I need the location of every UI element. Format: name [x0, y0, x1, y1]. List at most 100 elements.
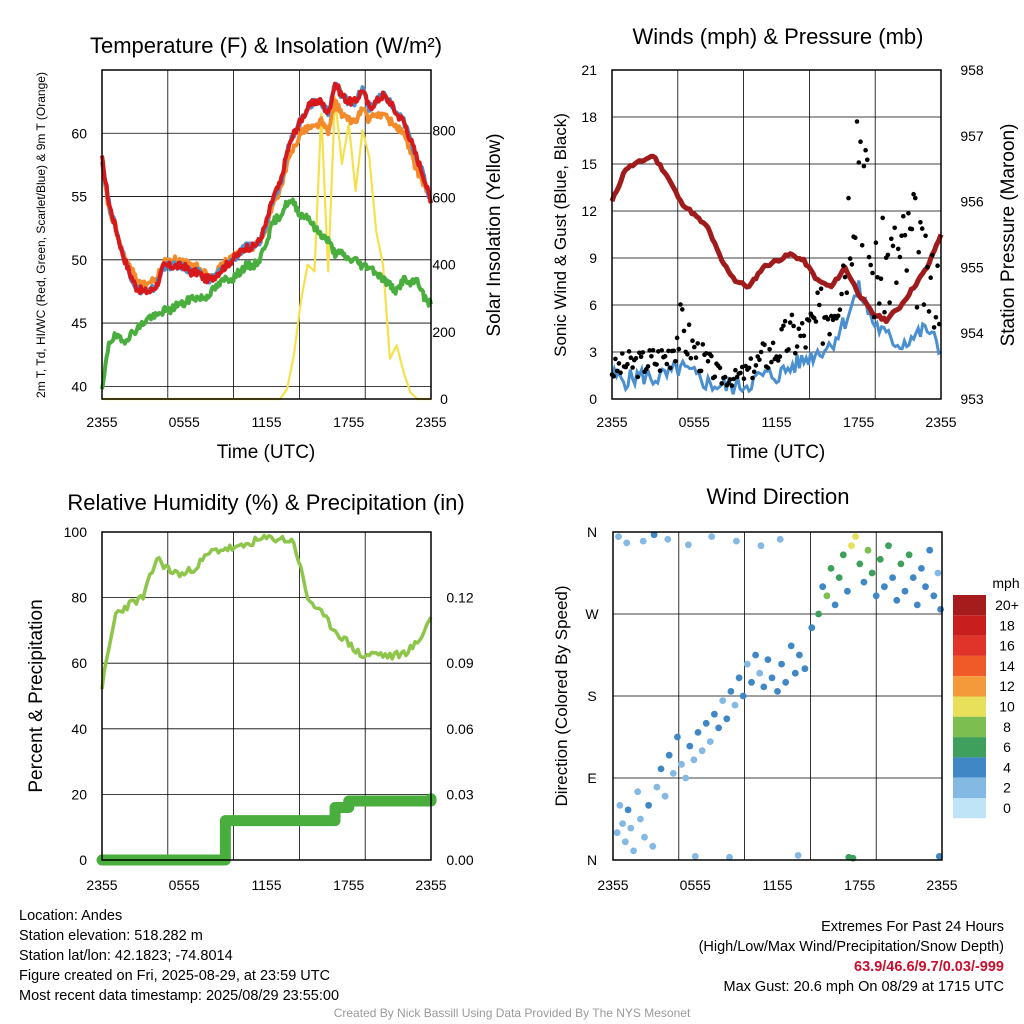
gust-point: [746, 365, 752, 371]
direction-point: [657, 765, 665, 773]
speed-legend-label: 12: [999, 678, 1015, 694]
direction-point: [918, 565, 925, 572]
winds-ytick-right: 957: [960, 128, 984, 144]
gust-point: [717, 365, 723, 371]
direction-point: [756, 669, 764, 677]
speed-legend-swatch: [953, 676, 986, 697]
gust-point: [626, 349, 632, 354]
gust-point: [690, 338, 695, 344]
winds-ytick-right: 955: [960, 259, 984, 275]
direction-point: [715, 724, 722, 732]
temperature-xtick: 2355: [86, 414, 117, 430]
direction-point: [815, 610, 822, 618]
gust-point: [719, 381, 724, 386]
gust-point: [801, 333, 807, 339]
direction-point: [691, 853, 699, 860]
gust-point: [650, 348, 656, 353]
gust-point: [731, 376, 736, 382]
direction-point: [827, 565, 835, 572]
gust-point: [793, 350, 798, 356]
gust-point: [640, 350, 646, 355]
gust-point: [630, 365, 635, 370]
temperature-xtick: 2355: [415, 414, 446, 430]
direction-point: [653, 783, 661, 791]
speed-legend-label: 0: [1003, 800, 1011, 816]
speed-legend-swatch: [953, 798, 986, 819]
direction-point: [844, 587, 851, 595]
direction-point: [743, 660, 751, 668]
direction-point: [641, 833, 648, 841]
speed-legend-label: 16: [999, 638, 1015, 654]
gust-point: [873, 240, 879, 245]
temperature-panel: Temperature (F) & Insolation (W/m²) 40 45…: [34, 33, 505, 463]
gust-point: [923, 233, 928, 239]
winds-ytick-right: 953: [960, 391, 984, 407]
gust-point: [885, 252, 891, 258]
series-line-relative-humidity: [100, 533, 433, 690]
direction-point: [708, 533, 716, 540]
gust-point: [664, 361, 670, 367]
direction-point: [856, 560, 864, 568]
gust-point: [712, 374, 718, 380]
speed-legend-swatch: [953, 757, 986, 778]
gust-point: [786, 347, 791, 352]
direction-point: [774, 688, 781, 695]
gust-point: [830, 317, 836, 323]
gust-point: [777, 354, 783, 359]
gust-point: [849, 262, 855, 267]
gust-point: [925, 264, 930, 270]
speed-legend-label: 2: [1003, 780, 1011, 796]
winds-ytick-right: 956: [960, 194, 984, 210]
humidity-ytick-right: 0.12: [446, 590, 473, 606]
gust-point: [803, 345, 808, 350]
direction-point: [885, 542, 892, 550]
gust-point: [774, 354, 779, 359]
humidity-xtick: 2355: [415, 877, 446, 893]
direction-point: [686, 742, 694, 750]
gust-point: [811, 315, 817, 321]
direction-point: [760, 683, 768, 691]
gust-point: [842, 274, 848, 280]
gust-point: [868, 262, 873, 268]
direction-point: [864, 546, 872, 554]
winds-xlabel: Time (UTC): [727, 442, 826, 463]
humidity-ytick-right: 0.09: [446, 655, 473, 671]
direction-point: [674, 733, 681, 741]
gust-point: [887, 300, 892, 305]
gust-point: [913, 195, 918, 201]
gust-point: [846, 195, 851, 201]
gust-point: [757, 357, 762, 363]
winds-ytick-left: 9: [589, 250, 597, 266]
gust-point: [853, 235, 858, 240]
gust-point: [775, 358, 781, 363]
temperature-ytick-left: 40: [71, 378, 87, 394]
gust-point: [700, 342, 706, 347]
gust-point: [904, 268, 909, 273]
winds-xtick: 0555: [679, 414, 710, 430]
gust-point: [870, 270, 875, 276]
gust-point: [751, 369, 757, 375]
gust-point: [880, 215, 885, 221]
gust-point: [789, 312, 795, 318]
humidity-ytick-left: 40: [71, 721, 87, 737]
gust-point: [662, 354, 668, 359]
gust-point: [649, 354, 654, 359]
gust-point: [765, 365, 771, 371]
extremes-legend: (High/Low/Max Wind/Precipitation/Snow De…: [698, 939, 1004, 955]
gust-point: [758, 349, 764, 355]
humidity-xtick: 1155: [251, 877, 281, 893]
gust-point: [693, 355, 699, 361]
direction-point: [678, 760, 685, 768]
extremes-title: Extremes For Past 24 Hours: [821, 919, 1004, 935]
direction-frame: [612, 531, 943, 861]
station-info: Location: Andes Station elevation: 518.2…: [19, 906, 339, 1006]
direction-point: [893, 596, 901, 604]
direction-point: [801, 665, 809, 673]
direction-point: [926, 546, 934, 554]
direction-point: [690, 756, 698, 764]
direction-point: [835, 574, 843, 581]
gust-point: [859, 243, 865, 248]
gust-point: [692, 344, 697, 350]
direction-point: [897, 560, 905, 568]
gust-point: [914, 305, 920, 310]
